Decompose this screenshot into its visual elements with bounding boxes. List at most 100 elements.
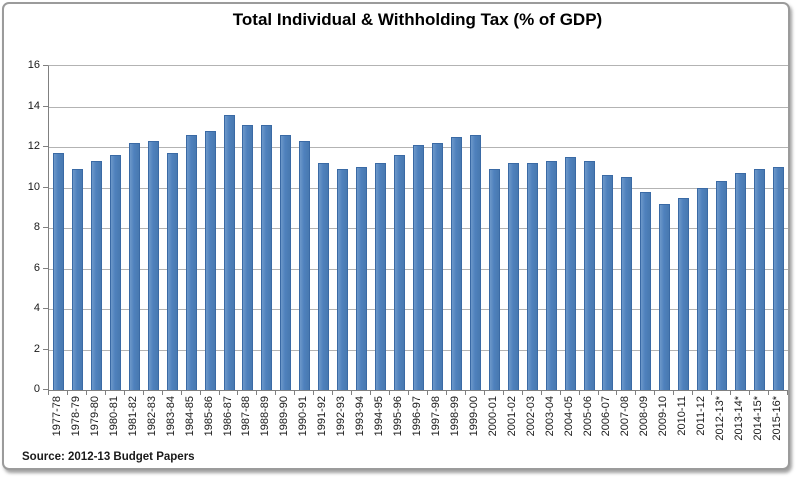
x-axis-label: 1991-92 [316, 396, 329, 437]
bar [337, 169, 349, 390]
y-axis-tick [43, 267, 48, 269]
x-axis-tick [616, 390, 618, 395]
bar [52, 153, 64, 390]
x-axis-label: 1999-00 [467, 396, 480, 437]
y-axis-tick [43, 65, 48, 66]
x-axis-label: 2015-16* [771, 396, 784, 441]
x-axis-tick [521, 390, 523, 395]
x-axis-tick [237, 390, 239, 395]
y-axis-label: 0 [33, 383, 40, 395]
x-axis-label: 1994-95 [373, 396, 386, 437]
y-axis-tick [43, 227, 48, 228]
bar [450, 136, 462, 390]
x-axis-label: 2007-08 [619, 396, 632, 437]
x-axis-label: 2002-03 [524, 396, 537, 437]
x-axis-tick [370, 390, 372, 395]
x-axis-tick [559, 390, 561, 395]
x-axis-tick [464, 390, 466, 395]
x-axis-tick [218, 390, 220, 395]
y-axis-tick [43, 105, 48, 107]
y-axis-tick [43, 348, 48, 350]
x-axis-label: 1985-86 [202, 396, 215, 437]
x-axis-label: 1996-97 [411, 396, 423, 437]
x-axis-tick [502, 390, 504, 395]
bar [488, 169, 500, 390]
bar [697, 187, 709, 390]
bar [735, 173, 747, 390]
x-axis-tick [389, 390, 391, 395]
bar [716, 181, 728, 390]
x-axis-label: 2000-01 [486, 396, 499, 437]
bar [185, 134, 197, 390]
x-axis-label: 2011-12 [695, 396, 708, 436]
x-axis-label: 1995-96 [392, 396, 405, 437]
x-axis-tick [85, 390, 87, 395]
bar [204, 130, 216, 390]
x-axis-tick [711, 390, 713, 395]
x-axis-label: 1998-99 [448, 396, 461, 437]
y-axis-label: 2 [33, 342, 40, 355]
x-axis-tick [578, 390, 580, 395]
x-axis-tick [768, 390, 770, 395]
bar [261, 124, 273, 390]
bar [71, 169, 83, 390]
bar [90, 161, 102, 390]
x-axis-tick [104, 390, 106, 395]
chart-title: Total Individual & Withholding Tax (% of… [232, 10, 603, 29]
bar [356, 167, 368, 390]
bar [640, 191, 652, 390]
bar [526, 163, 538, 390]
x-axis-label: 1993-94 [354, 396, 367, 437]
x-axis-tick [161, 390, 163, 395]
x-axis-tick [692, 390, 694, 395]
x-axis-tick [787, 390, 788, 395]
x-axis-label: 2001-02 [505, 396, 518, 437]
bar [375, 163, 387, 390]
x-axis-tick [142, 390, 144, 395]
bar [280, 134, 292, 390]
x-axis-label: 2009-10 [657, 396, 670, 437]
x-axis-label: 2013-14* [733, 396, 746, 441]
x-axis-tick [199, 390, 201, 395]
bar [659, 203, 671, 390]
bar [564, 157, 576, 390]
x-axis-tick [730, 390, 732, 395]
bar [754, 169, 766, 390]
bar [621, 177, 633, 390]
x-axis-tick [597, 390, 599, 395]
x-axis-label: 1992-93 [335, 396, 348, 437]
x-axis-tick [66, 390, 68, 395]
x-axis-tick [180, 390, 182, 395]
x-axis-tick [256, 390, 258, 395]
x-axis-label: 2010-11 [676, 396, 689, 436]
x-axis-label: 2014-15* [752, 396, 765, 441]
x-axis-tick [123, 390, 125, 395]
bar [318, 163, 330, 390]
bar [602, 175, 614, 390]
x-axis-tick [749, 390, 751, 395]
y-axis-label: 4 [33, 302, 40, 314]
bar [507, 163, 519, 390]
bar [413, 144, 424, 390]
x-axis-tick [332, 390, 334, 395]
y-axis-tick [43, 186, 48, 188]
x-axis-label: 1989-90 [278, 396, 291, 437]
bar [773, 167, 785, 390]
bar [678, 197, 690, 390]
bar [583, 161, 595, 390]
x-axis-tick [294, 390, 296, 395]
x-axis-tick [48, 390, 49, 395]
x-axis-label: 1997-98 [429, 396, 442, 437]
bar [545, 161, 557, 390]
y-axis-label: 12 [27, 140, 40, 152]
source-note: Source: 2012-13 Budget Papers [22, 451, 195, 463]
bar [147, 140, 159, 390]
y-axis-label: 6 [33, 261, 40, 274]
x-axis-tick [313, 390, 315, 395]
x-axis-tick [275, 390, 277, 395]
x-axis-tick [654, 390, 656, 395]
bar [223, 114, 235, 390]
plot-area [48, 65, 788, 391]
x-axis-label: 1988-89 [259, 396, 272, 437]
y-axis-tick [43, 308, 48, 309]
